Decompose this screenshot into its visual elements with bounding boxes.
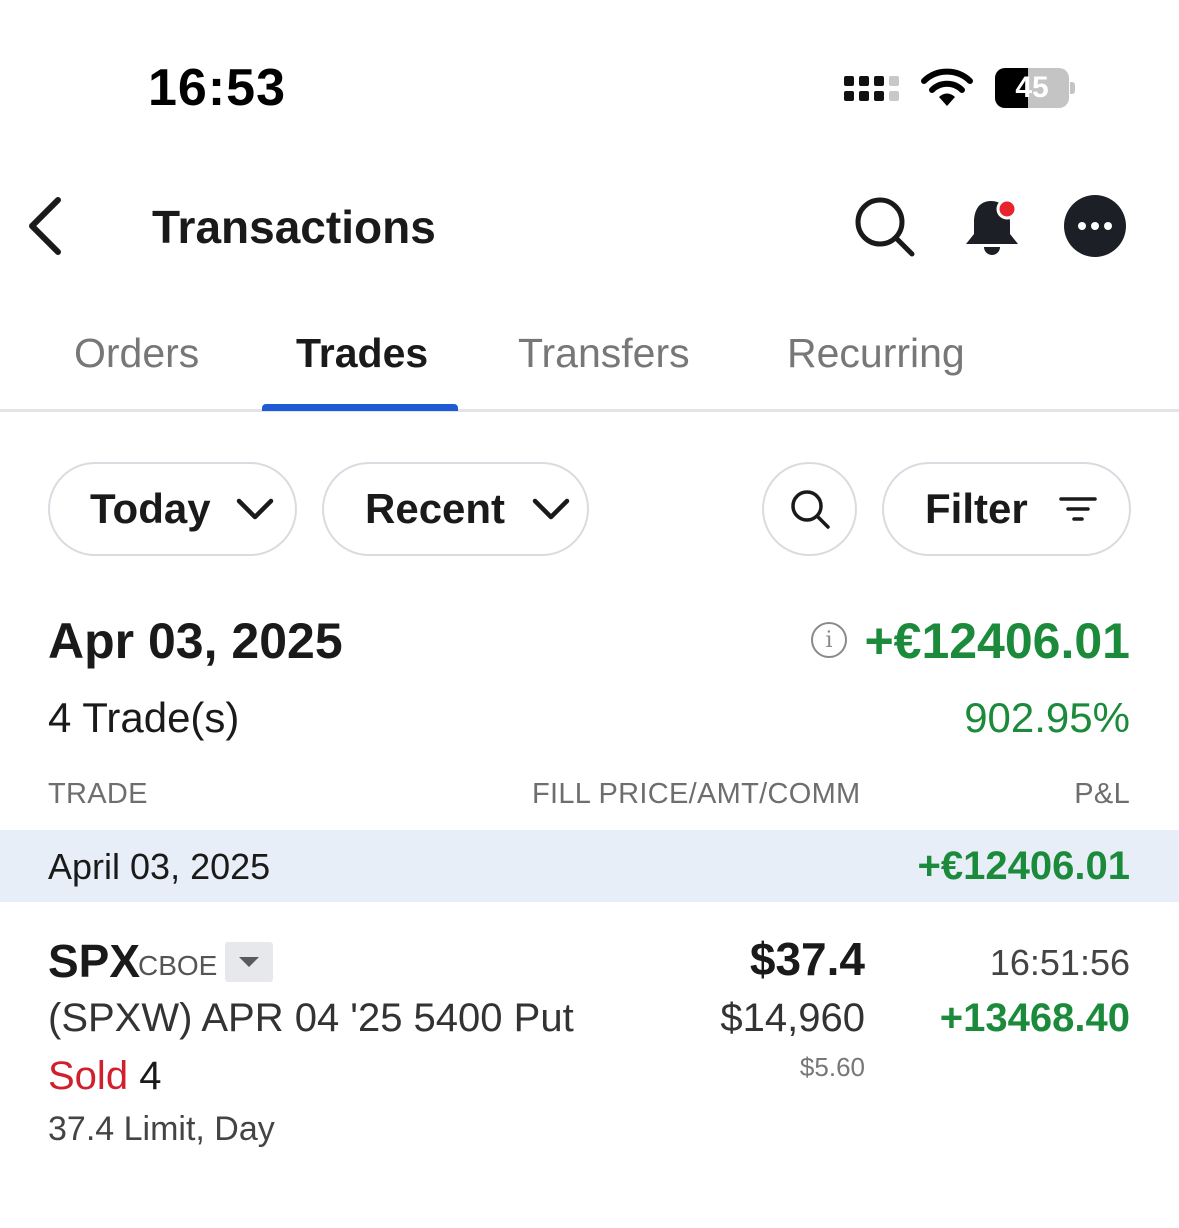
- search-icon[interactable]: [852, 194, 916, 258]
- page-title: Transactions: [152, 201, 436, 253]
- tab-recurring[interactable]: Recurring: [787, 330, 965, 376]
- notification-bell-icon[interactable]: [960, 194, 1024, 258]
- tab-orders[interactable]: Orders: [74, 330, 200, 376]
- trade-commission: $5.60: [799, 1052, 865, 1082]
- date-group-header: [0, 830, 1179, 902]
- trade-fill-price: $37.4: [749, 933, 865, 985]
- column-header-fill: FILL PRICE/AMT/COMM: [532, 778, 861, 810]
- group-date: April 03, 2025: [48, 846, 271, 887]
- trade-pl: +13468.40: [939, 996, 1130, 1040]
- wifi-icon: [921, 68, 973, 106]
- trade-search-button[interactable]: [762, 462, 857, 556]
- period-dropdown-label: Today: [90, 485, 211, 532]
- chevron-down-icon: [532, 498, 570, 520]
- trade-side-quantity: Sold 4: [48, 1054, 161, 1099]
- column-header-trade: TRADE: [48, 778, 148, 810]
- group-pl: +€12406.01: [917, 844, 1130, 888]
- filter-lines-icon: [1058, 497, 1097, 521]
- trade-exchange: CBOE: [138, 950, 218, 981]
- search-icon: [790, 490, 830, 529]
- trade-time: 16:51:56: [989, 942, 1130, 983]
- summary-date: Apr 03, 2025: [48, 613, 343, 669]
- tab-trades[interactable]: Trades: [296, 330, 429, 376]
- cellular-signal-icon: [844, 75, 899, 101]
- tabs-divider: [0, 409, 1179, 412]
- summary-pl-percent: 902.95%: [964, 694, 1130, 741]
- tab-transfers[interactable]: Transfers: [518, 330, 690, 376]
- trade-count: 4 Trade(s): [48, 694, 240, 741]
- info-icon[interactable]: i: [811, 622, 847, 658]
- more-options-icon[interactable]: [1064, 195, 1126, 257]
- period-dropdown[interactable]: Today: [48, 462, 297, 556]
- trade-amount: $14,960: [720, 996, 865, 1040]
- trade-contract: (SPXW) APR 04 '25 5400 Put: [48, 996, 574, 1040]
- active-tab-indicator: [262, 404, 458, 411]
- trade-quantity: 4: [139, 1054, 162, 1098]
- trade-side: Sold: [48, 1054, 129, 1098]
- caret-down-icon: [239, 957, 259, 967]
- chevron-down-icon: [236, 498, 273, 520]
- battery-icon: 45: [995, 68, 1075, 108]
- sort-dropdown-label: Recent: [365, 485, 506, 532]
- status-time: 16:53: [148, 59, 286, 117]
- expand-trade-button[interactable]: [225, 942, 273, 982]
- filter-button[interactable]: Filter: [882, 462, 1131, 556]
- filter-button-label: Filter: [925, 485, 1028, 532]
- back-chevron-icon[interactable]: [22, 194, 68, 258]
- trade-order-type: 37.4 Limit, Day: [48, 1110, 275, 1148]
- trade-symbol[interactable]: SPX: [48, 935, 141, 987]
- sort-dropdown[interactable]: Recent: [322, 462, 589, 556]
- column-header-pl: P&L: [1074, 778, 1130, 810]
- battery-level: 45: [1015, 71, 1049, 104]
- status-icons: 45: [844, 66, 1075, 110]
- summary-pl: +€12406.01: [864, 613, 1130, 669]
